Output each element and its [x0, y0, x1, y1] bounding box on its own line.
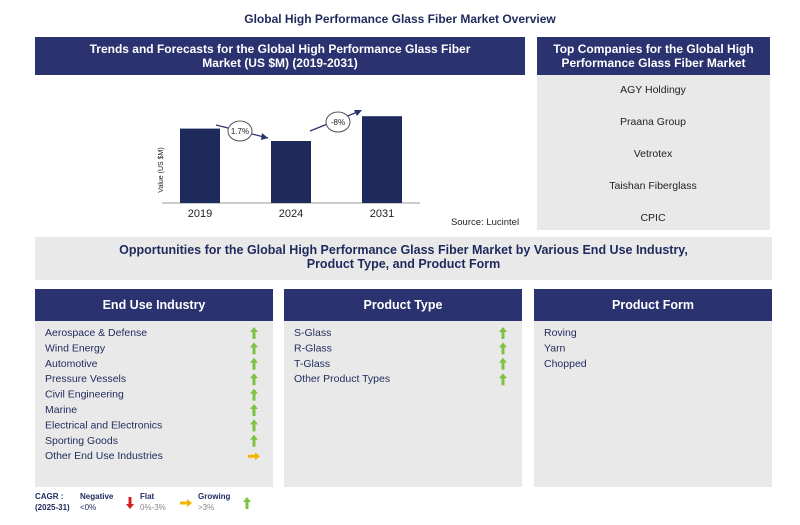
- panel-item: Automotive: [45, 358, 98, 370]
- trend-arrow: [250, 327, 258, 339]
- bar: [362, 116, 402, 203]
- company: AGY Holdingy: [620, 84, 687, 96]
- panel-item: Chopped: [544, 358, 587, 370]
- legend-range: 0%-3%: [140, 503, 166, 512]
- legend-name: Flat: [140, 492, 155, 501]
- panel-title: Product Type: [284, 289, 522, 321]
- cagr-label: 1.7%: [231, 127, 249, 136]
- trend-arrow: [180, 499, 192, 507]
- company: Vetrotex: [634, 148, 673, 160]
- bar: [180, 128, 220, 203]
- trend-arrow: [499, 342, 507, 355]
- panel-item: Yarn: [544, 342, 566, 354]
- trend-arrow: [250, 388, 258, 401]
- panel-item: Marine: [45, 404, 77, 416]
- legend-range: <0%: [80, 503, 96, 512]
- panel-item: Aerospace & Defense: [45, 327, 147, 339]
- panel-item: Other End Use Industries: [45, 450, 163, 462]
- companies-title: Top Companies for the Global High Perfor…: [537, 37, 770, 75]
- panel-body: [534, 321, 772, 487]
- legend-name: Negative: [80, 492, 114, 501]
- trend-arrow: [126, 497, 134, 509]
- panel-title: End Use Industry: [35, 289, 273, 321]
- panel-item: Sporting Goods: [45, 435, 118, 447]
- trend-arrow: [250, 404, 258, 416]
- trend-arrow: [250, 357, 258, 370]
- panel-item: Pressure Vessels: [45, 373, 126, 385]
- panel-item: Roving: [544, 327, 577, 339]
- source: Source: Lucintel: [451, 217, 519, 228]
- cagr-arrow-head: [261, 133, 268, 140]
- panel-item: Other Product Types: [294, 373, 390, 385]
- trend-arrow: [248, 452, 260, 461]
- trend-arrow: [250, 342, 258, 355]
- panel-item: Electrical and Electronics: [45, 419, 162, 431]
- company: CPIC: [640, 212, 666, 224]
- cagr-label: -8%: [331, 118, 345, 127]
- cagr-bubble: [325, 111, 351, 133]
- panel-body: [35, 321, 273, 487]
- trend-arrow: [499, 327, 507, 339]
- panel-item: S-Glass: [294, 327, 331, 339]
- x-tick-label: 2024: [279, 208, 303, 220]
- legend-period: (2025-31): [35, 503, 70, 512]
- trend-arrow: [250, 434, 258, 447]
- chart-title: Trends and Forecasts for the Global High…: [35, 37, 525, 75]
- trend-arrow: [243, 497, 251, 509]
- panel-item: Wind Energy: [45, 342, 106, 354]
- bar: [271, 141, 311, 203]
- company: Praana Group: [620, 116, 686, 128]
- trend-arrow: [250, 419, 258, 432]
- company: Taishan Fiberglass: [609, 180, 697, 192]
- x-tick-label: 2019: [188, 208, 212, 220]
- trend-arrow: [499, 373, 507, 386]
- legend-range: >3%: [198, 503, 214, 512]
- panel-item: T-Glass: [294, 358, 330, 370]
- panel-title: Product Form: [534, 289, 772, 321]
- panel-item: Civil Engineering: [45, 389, 124, 401]
- panel-body: [284, 321, 522, 487]
- trend-arrow: [499, 357, 507, 370]
- x-tick-label: 2031: [370, 208, 394, 220]
- legend-cagr: CAGR :: [35, 492, 63, 501]
- page-title: Global High Performance Glass Fiber Mark…: [244, 12, 556, 26]
- opportunities-title: Opportunities for the Global High Perfor…: [35, 237, 772, 280]
- panel-item: R-Glass: [294, 342, 332, 354]
- y-axis-label: Value (US $M): [158, 147, 165, 192]
- companies-panel: [537, 75, 770, 230]
- legend-name: Growing: [198, 492, 231, 501]
- cagr-arrow-head: [354, 110, 362, 116]
- cagr-bubble: [227, 120, 253, 142]
- trend-arrow: [250, 373, 258, 386]
